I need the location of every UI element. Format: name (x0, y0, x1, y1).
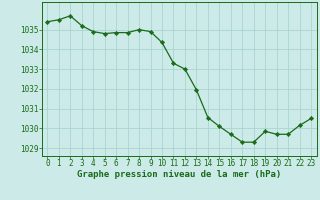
X-axis label: Graphe pression niveau de la mer (hPa): Graphe pression niveau de la mer (hPa) (77, 170, 281, 179)
